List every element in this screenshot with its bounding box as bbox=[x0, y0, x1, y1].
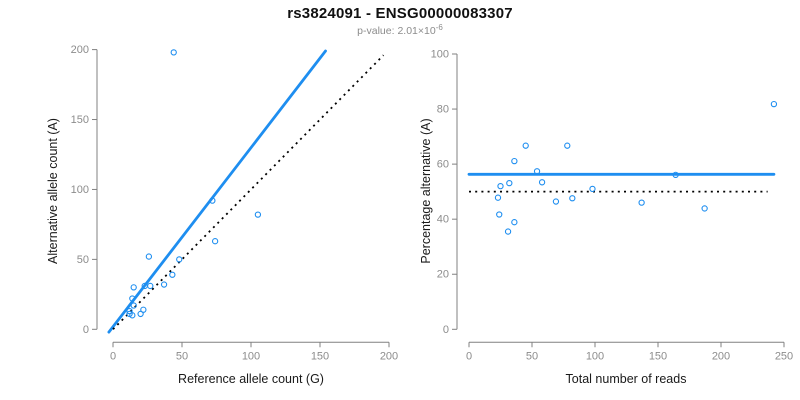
left-y-axis: 0 50 100 150 200 bbox=[71, 44, 98, 336]
data-point bbox=[147, 282, 154, 290]
x-tick-label: 200 bbox=[712, 350, 730, 362]
data-point bbox=[211, 238, 219, 245]
y-tick-label: 60 bbox=[437, 159, 449, 171]
page-title: rs3824091 - ENSG00000083307 bbox=[287, 5, 513, 22]
data-point bbox=[254, 211, 262, 218]
data-point bbox=[129, 312, 136, 319]
data-point bbox=[145, 253, 153, 260]
y-tick-label: 80 bbox=[437, 104, 449, 116]
y-tick-label: 200 bbox=[71, 44, 89, 56]
left-x-axis: 0 50 100 150 200 bbox=[110, 341, 398, 362]
data-point bbox=[129, 295, 136, 302]
data-point bbox=[538, 179, 546, 186]
data-point bbox=[497, 182, 504, 190]
data-point bbox=[552, 198, 560, 205]
data-point bbox=[511, 157, 518, 165]
y-tick-label: 0 bbox=[83, 324, 89, 336]
x-tick-label: 250 bbox=[775, 350, 793, 362]
x-tick-label: 150 bbox=[311, 350, 329, 362]
y-tick-label: 20 bbox=[437, 269, 449, 281]
left-identity-line bbox=[112, 54, 385, 330]
data-point bbox=[672, 171, 679, 179]
data-point bbox=[169, 271, 176, 278]
data-point bbox=[130, 284, 137, 291]
data-point bbox=[638, 199, 645, 206]
y-tick-label: 40 bbox=[437, 214, 449, 226]
y-tick-label: 100 bbox=[71, 184, 89, 196]
x-tick-label: 150 bbox=[649, 350, 667, 362]
pvalue-subtitle: p-value: 2.01×10-6 bbox=[0, 23, 800, 37]
data-point bbox=[130, 302, 137, 309]
data-point bbox=[176, 256, 183, 263]
data-point bbox=[126, 307, 133, 315]
data-point bbox=[170, 49, 177, 56]
right-data-points bbox=[494, 100, 778, 235]
left-x-axis-title: Reference allele count (G) bbox=[178, 372, 324, 386]
right-plot: 0 20 40 60 80 100 0 50 100 150 200 250 Total number … bbox=[419, 49, 793, 387]
y-tick-label: 100 bbox=[431, 49, 449, 61]
data-point bbox=[506, 179, 513, 187]
y-tick-label: 150 bbox=[71, 114, 89, 126]
data-point bbox=[496, 211, 503, 218]
y-tick-label: 50 bbox=[77, 254, 89, 266]
data-point bbox=[522, 142, 529, 149]
x-tick-label: 50 bbox=[176, 350, 188, 362]
pvalue-exponent: -6 bbox=[435, 23, 443, 32]
data-point bbox=[533, 168, 541, 175]
data-point bbox=[160, 281, 168, 288]
data-point bbox=[511, 219, 518, 226]
pvalue-prefix: p-value: bbox=[357, 25, 398, 37]
x-tick-label: 100 bbox=[586, 350, 604, 362]
data-point bbox=[140, 306, 147, 313]
right-y-axis-title: Percentage alternative (A) bbox=[419, 118, 433, 263]
y-tick-label: 0 bbox=[443, 324, 449, 336]
data-point bbox=[137, 310, 144, 318]
x-tick-label: 0 bbox=[466, 350, 472, 362]
data-point bbox=[504, 228, 512, 235]
x-tick-label: 200 bbox=[380, 350, 398, 362]
data-point bbox=[770, 100, 778, 108]
pvalue-mantissa: 2.01×10 bbox=[397, 25, 436, 37]
data-point bbox=[209, 197, 216, 204]
right-x-axis-title: Total number of reads bbox=[566, 372, 687, 386]
data-point bbox=[564, 142, 571, 149]
data-point bbox=[494, 194, 502, 201]
right-y-axis: 0 20 40 60 80 100 bbox=[431, 49, 458, 336]
right-x-axis: 0 50 100 150 200 250 bbox=[466, 341, 793, 362]
data-point bbox=[569, 195, 576, 202]
data-point bbox=[589, 185, 596, 193]
x-tick-label: 50 bbox=[526, 350, 538, 362]
left-regression-line bbox=[107, 49, 327, 334]
left-data-points bbox=[126, 49, 262, 319]
x-tick-label: 0 bbox=[110, 350, 116, 362]
left-y-axis-title: Alternative allele count (A) bbox=[46, 118, 60, 264]
x-tick-label: 100 bbox=[242, 350, 260, 362]
data-point bbox=[701, 205, 708, 212]
left-plot: 0 50 100 150 200 0 50 100 150 200 Reference allele… bbox=[46, 44, 398, 386]
